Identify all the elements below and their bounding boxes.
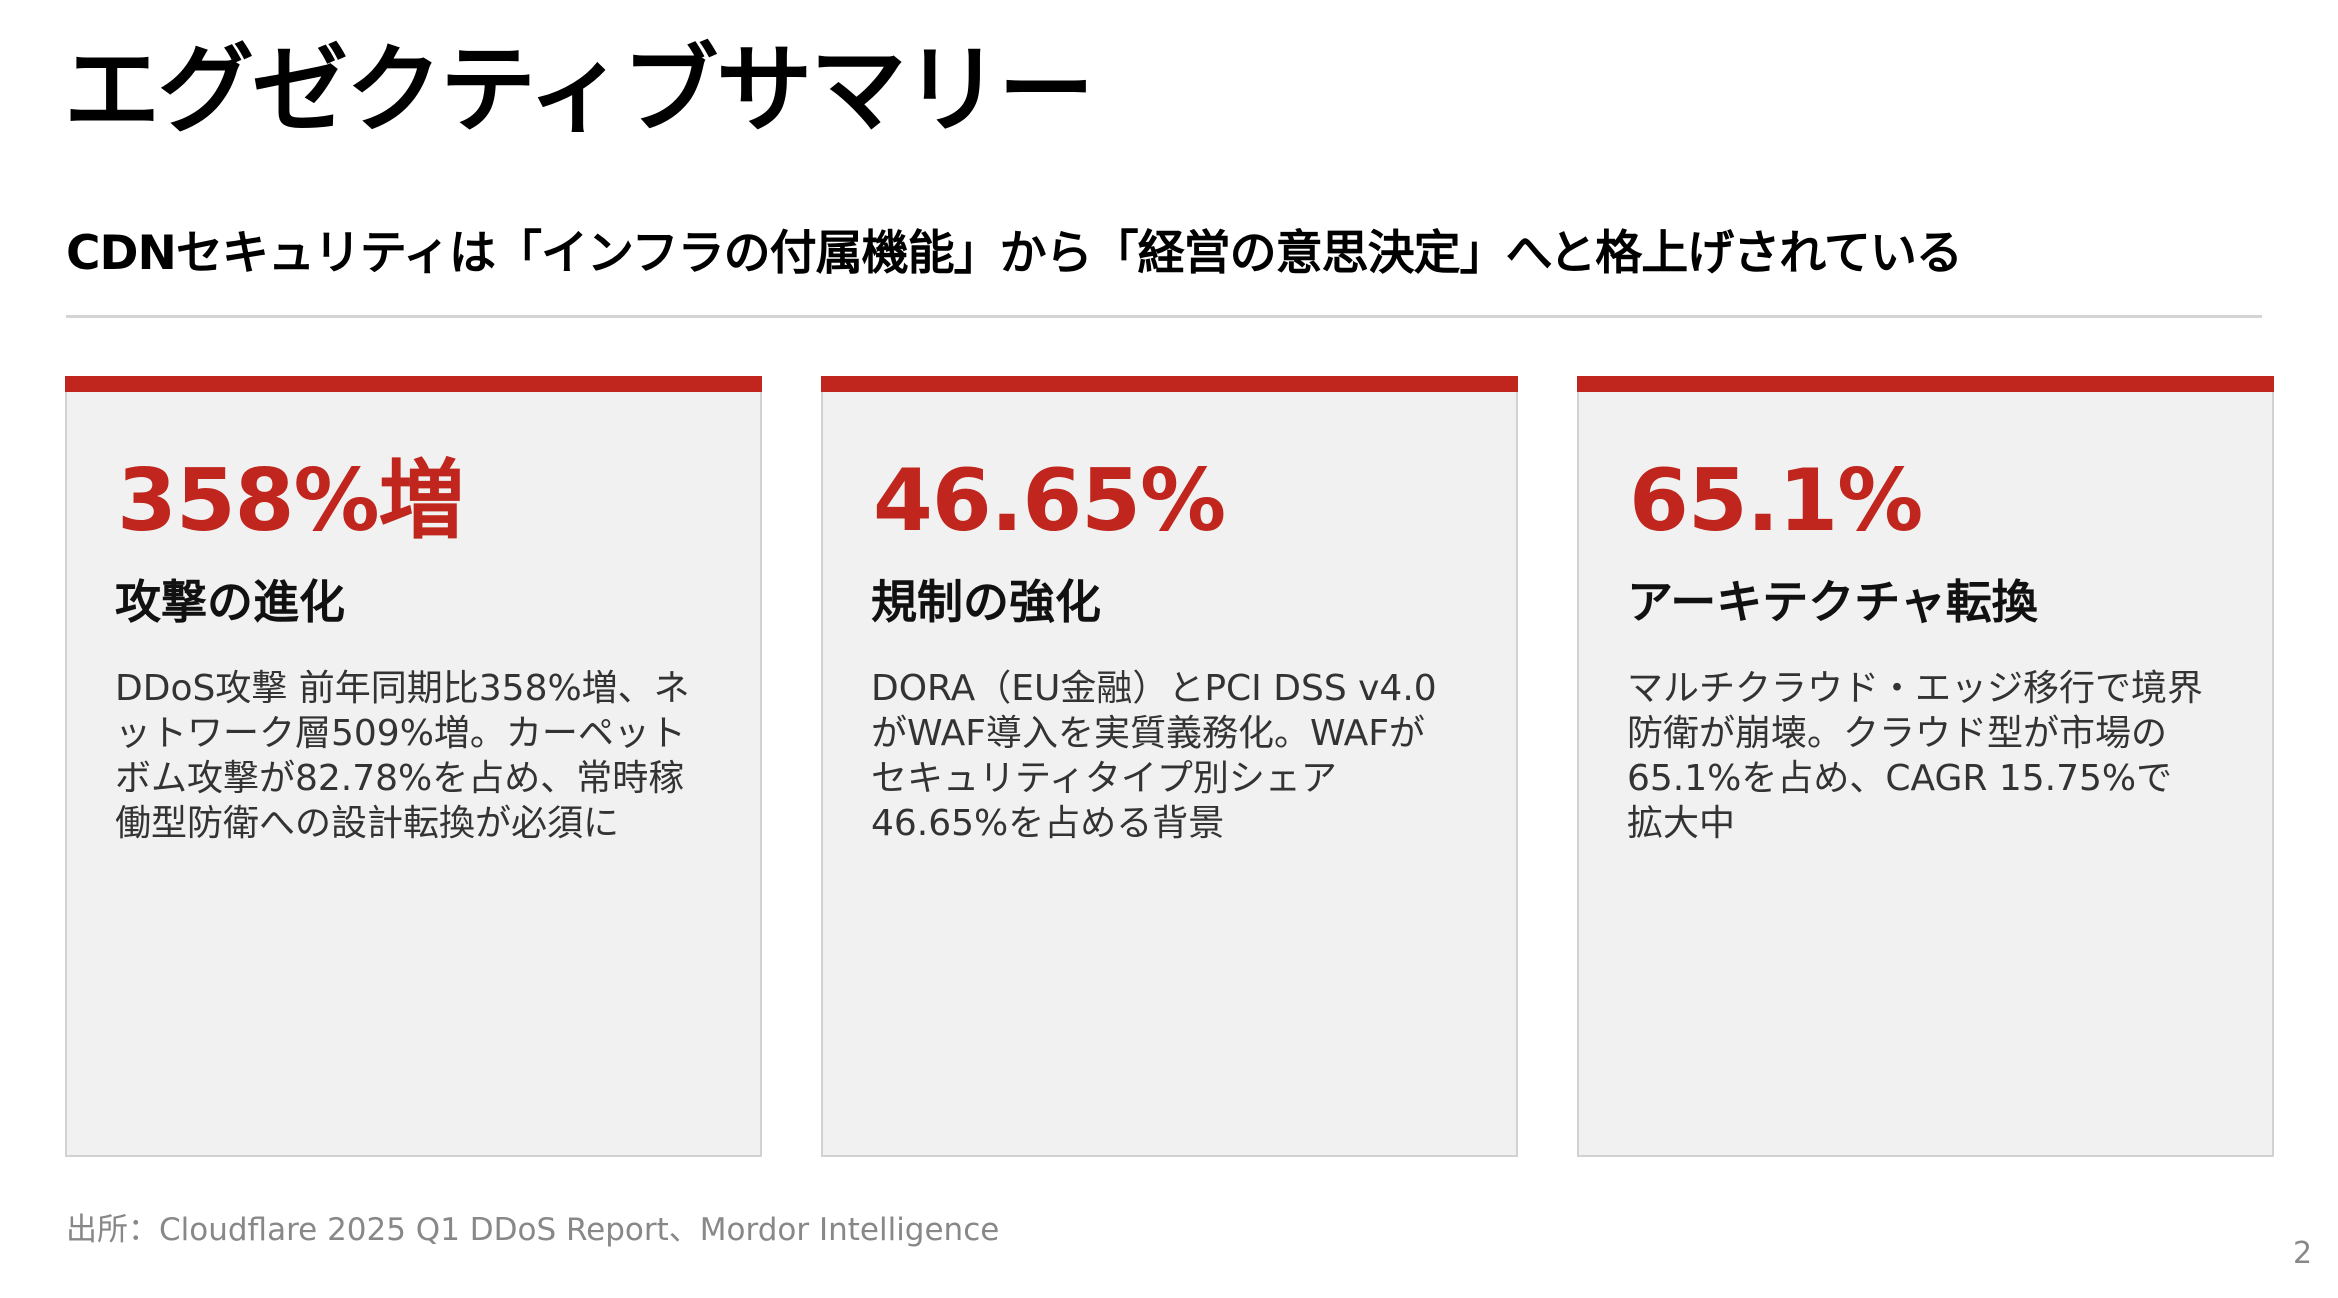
card-body: DDoS攻撃 前年同期比358%増、ネ ットワーク層509%増。カーペット ボム… (115, 666, 725, 846)
page-number: 2 (2293, 1236, 2313, 1271)
card-body-line: 65.1%を占め、CAGR 15.75%で (1627, 758, 2173, 799)
card-accent-bar (1577, 376, 2274, 392)
card-metric: 358%増 (117, 451, 465, 551)
card-body-line: 46.65%を占める背景 (871, 803, 1225, 844)
card-architecture: 65.1% アーキテクチャ転換 マルチクラウド・エッジ移行で境界 防衛が崩壊。ク… (1577, 376, 2274, 1157)
card-metric: 46.65% (873, 451, 1226, 551)
card-metric: 65.1% (1629, 451, 1923, 551)
card-body: DORA（EU金融）とPCI DSS v4.0 がWAF導入を実質義務化。WAF… (871, 666, 1481, 846)
card-body-line: ボム攻撃が82.78%を占め、常時稼 (115, 758, 685, 799)
card-heading: 規制の強化 (871, 575, 1101, 629)
card-body-line: マルチクラウド・エッジ移行で境界 (1627, 668, 2204, 709)
card-accent-bar (65, 376, 762, 392)
card-body-line: セキュリティタイプ別シェア (871, 758, 1337, 799)
card-heading: 攻撃の進化 (115, 575, 345, 629)
source-footnote: 出所：Cloudflare 2025 Q1 DDoS Report、Mordor… (66, 1212, 1000, 1248)
card-body-line: DORA（EU金融）とPCI DSS v4.0 (871, 668, 1437, 709)
card-body-line: 働型防衛への設計転換が必須に (115, 803, 620, 844)
card-body: マルチクラウド・エッジ移行で境界 防衛が崩壊。クラウド型が市場の 65.1%を占… (1627, 666, 2237, 846)
slide-subtitle: CDNセキュリティは「インフラの付属機能」から「経営の意思決定」へと格上げされて… (66, 226, 1963, 281)
card-accent-bar (821, 376, 1518, 392)
card-body-line: DDoS攻撃 前年同期比358%増、ネ (115, 668, 690, 709)
card-body-line: 防衛が崩壊。クラウド型が市場の (1627, 713, 2168, 754)
card-attack-evolution: 358%増 攻撃の進化 DDoS攻撃 前年同期比358%増、ネ ットワーク層50… (65, 376, 762, 1157)
card-body-line: ットワーク層509%増。カーペット (115, 713, 686, 754)
card-heading: アーキテクチャ転換 (1627, 575, 2038, 629)
card-regulation: 46.65% 規制の強化 DORA（EU金融）とPCI DSS v4.0 がWA… (821, 376, 1518, 1157)
card-body-line: 拡大中 (1627, 803, 1736, 844)
card-body-line: がWAF導入を実質義務化。WAFが (871, 713, 1425, 754)
header-divider (66, 315, 2262, 318)
slide-title: エグゼクティブサマリー (64, 34, 1094, 146)
